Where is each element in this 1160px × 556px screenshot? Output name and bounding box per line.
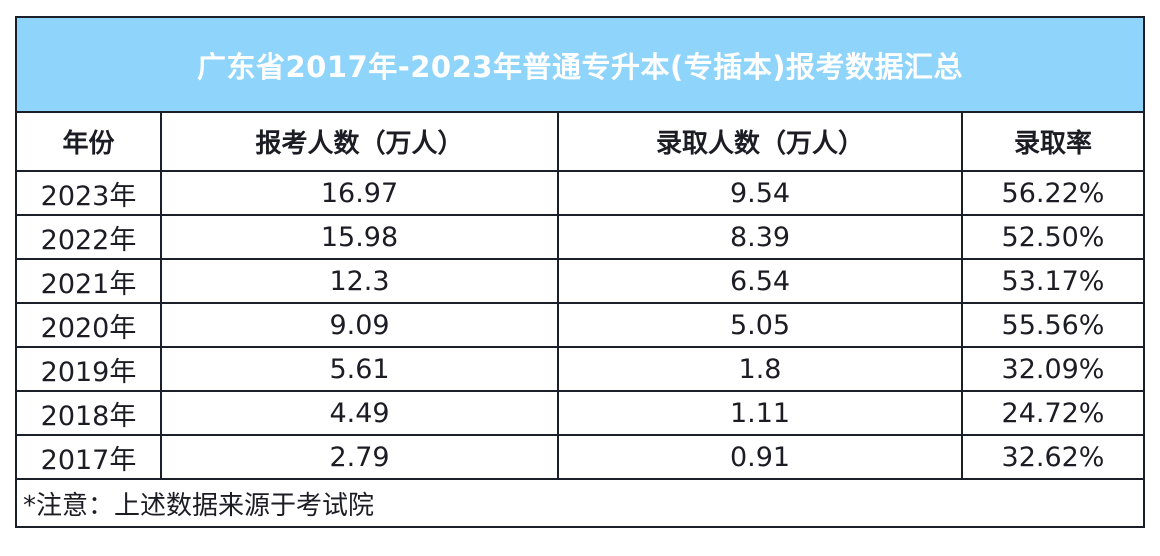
cell-year: 2022年	[17, 216, 162, 258]
cell-applicants: 16.97	[162, 172, 559, 214]
table-row: 2023年 16.97 9.54 56.22%	[17, 172, 1143, 216]
footer-note-row: *注意：上述数据来源于考试院	[17, 480, 1143, 526]
cell-applicants: 12.3	[162, 260, 559, 302]
header-applicants: 报考人数（万人）	[162, 113, 559, 170]
table-title-band: 广东省2017年-2023年普通专升本(专插本)报考数据汇总	[17, 18, 1143, 113]
cell-year: 2017年	[17, 436, 162, 478]
header-rate: 录取率	[1013, 129, 1092, 159]
cell-rate: 56.22%	[1001, 177, 1105, 209]
header-admitted: 录取人数（万人）	[559, 113, 963, 170]
cell-admitted: 1.11	[559, 392, 963, 434]
header-year: 年份	[17, 113, 162, 170]
table-row: 2018年 4.49 1.11 24.72%	[17, 392, 1143, 436]
cell-applicants: 5.61	[162, 348, 559, 390]
cell-rate: 52.50%	[1001, 221, 1105, 253]
header-row: 年份 报考人数（万人） 录取人数（万人） 录取率	[17, 113, 1143, 172]
cell-applicants: 9.09	[162, 304, 559, 346]
table-row: 2022年 15.98 8.39 52.50%	[17, 216, 1143, 260]
table-row: 2017年 2.79 0.91 32.62%	[17, 436, 1143, 480]
footer-note: *注意：上述数据来源于考试院	[23, 490, 375, 521]
table-row: 2021年 12.3 6.54 53.17%	[17, 260, 1143, 304]
cell-admitted: 6.54	[559, 260, 963, 302]
cell-year: 2018年	[17, 392, 162, 434]
cell-applicants: 2.79	[162, 436, 559, 478]
cell-admitted: 5.05	[559, 304, 963, 346]
table-row: 2020年 9.09 5.05 55.56%	[17, 304, 1143, 348]
table-title: 广东省2017年-2023年普通专升本(专插本)报考数据汇总	[197, 49, 963, 84]
cell-admitted: 0.91	[559, 436, 963, 478]
cell-rate: 55.56%	[1001, 309, 1105, 341]
cell-year: 2020年	[17, 304, 162, 346]
cell-rate: 24.72%	[1001, 397, 1105, 429]
data-table: 广东省2017年-2023年普通专升本(专插本)报考数据汇总 年份 报考人数（万…	[15, 16, 1145, 528]
cell-rate: 32.09%	[1001, 353, 1105, 385]
cell-year: 2021年	[17, 260, 162, 302]
cell-admitted: 1.8	[559, 348, 963, 390]
cell-admitted: 9.54	[559, 172, 963, 214]
cell-admitted: 8.39	[559, 216, 963, 258]
cell-year: 2023年	[17, 172, 162, 214]
cell-applicants: 4.49	[162, 392, 559, 434]
cell-rate: 32.62%	[1001, 441, 1105, 473]
cell-year: 2019年	[17, 348, 162, 390]
table-row: 2019年 5.61 1.8 32.09%	[17, 348, 1143, 392]
cell-rate: 53.17%	[1001, 265, 1105, 297]
cell-applicants: 15.98	[162, 216, 559, 258]
